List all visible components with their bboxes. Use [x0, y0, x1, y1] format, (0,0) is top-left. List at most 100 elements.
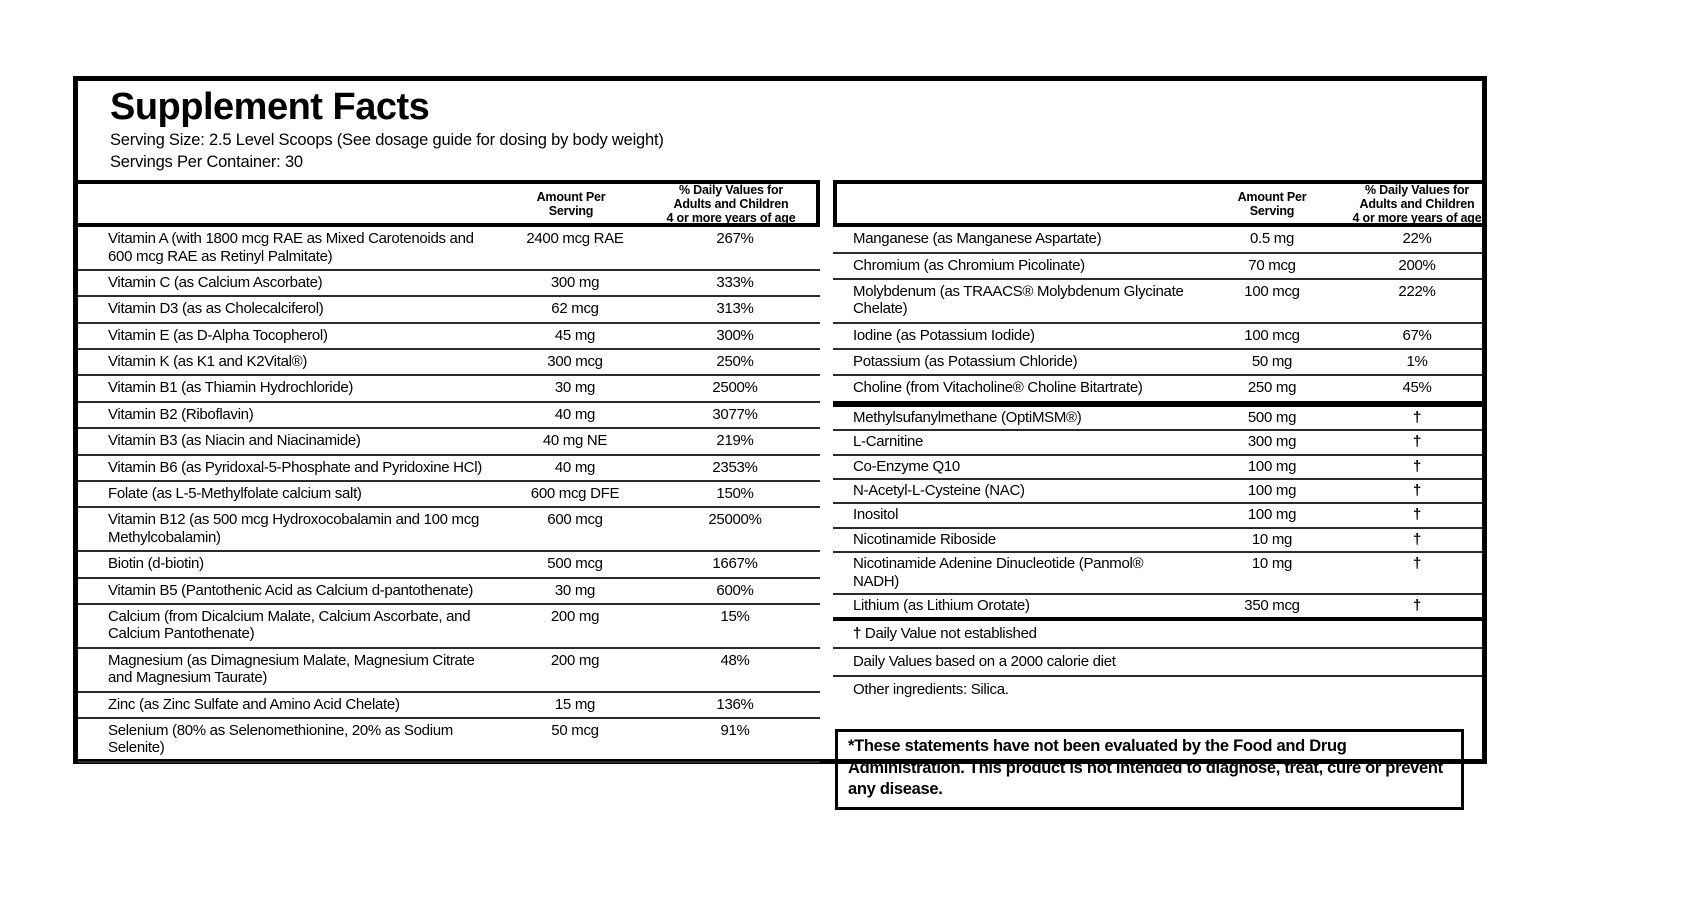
other-ingredients-line: Other ingredients: Silica.: [853, 681, 1009, 699]
ingredient-name: Vitamin A (with 1800 mcg RAE as Mixed Ca…: [108, 230, 474, 265]
ingredient-name: L-Carnitine: [853, 433, 924, 451]
table-row: Vitamin C (as Calcium Ascorbate) 300 mg …: [78, 268, 820, 295]
ingredient-name: Vitamin B1 (as Thiamin Hydrochloride): [108, 379, 354, 397]
daily-value-percent: 67%: [1402, 326, 1432, 344]
footnote-text: Daily Value not established: [864, 625, 1037, 643]
left-table-rows: Vitamin A (with 1800 mcg RAE as Mixed Ca…: [78, 227, 820, 763]
amount-per-serving-value: 62 mcg: [551, 300, 599, 318]
daily-value-percent: 300%: [716, 326, 754, 344]
daily-value-percent: †: [1412, 482, 1422, 500]
amount-per-serving-value: 300 mg: [1247, 433, 1297, 451]
ingredient-name: Vitamin B3 (as Niacin and Niacinamide): [108, 432, 361, 450]
table-row: Vitamin B2 (Riboflavin) 40 mg 3077%: [78, 400, 820, 427]
amount-per-serving-value: 45 mg: [554, 326, 596, 344]
table-row: Vitamin B12 (as 500 mcg Hydroxocobalamin…: [78, 506, 820, 550]
table-row: Vitamin B1 (as Thiamin Hydrochloride) 30…: [78, 374, 820, 400]
right-table-other-compound-rows: Methylsufanylmethane (OptiMSM®) 500 mg †…: [833, 407, 1482, 618]
right-table: Amount Per Serving % Daily Values for Ad…: [833, 180, 1482, 810]
daily-value-percent: 48%: [720, 651, 750, 669]
page-title: Supplement Facts: [110, 86, 430, 128]
amount-per-serving-value: 350 mcg: [1244, 597, 1300, 614]
amount-per-serving-value: 100 mg: [1247, 482, 1297, 500]
daily-value-percent: 91%: [720, 721, 750, 739]
ingredient-name: Vitamin B5 (Pantothenic Acid as Calcium …: [108, 581, 474, 599]
table-row: Lithium (as Lithium Orotate) 350 mcg †: [833, 593, 1482, 617]
table-row: Iodine (as Potassium Iodide) 100 mcg 67%: [833, 321, 1482, 348]
ingredient-name: Vitamin E (as D-Alpha Tocopherol): [108, 326, 328, 344]
section-divider: [833, 617, 1482, 622]
amount-per-serving-value: 500 mg: [1247, 408, 1297, 426]
daily-value-percent: 150%: [716, 485, 754, 503]
amount-per-serving-value: 200 mg: [550, 651, 600, 669]
table-row: Calcium (from Dicalcium Malate, Calcium …: [78, 603, 820, 647]
serving-size-line: Serving Size: 2.5 Level Scoops (See dosa…: [110, 130, 664, 149]
ingredient-name: N-Acetyl-L-Cysteine (NAC): [853, 482, 1025, 500]
right-table-header: Amount Per Serving % Daily Values for Ad…: [833, 180, 1482, 228]
ingredient-name: Vitamin B2 (Riboflavin): [108, 405, 254, 423]
table-row: Zinc (as Zinc Sulfate and Amino Acid Che…: [78, 690, 820, 717]
daily-value-percent: †: [1412, 457, 1422, 475]
amount-per-serving-value: 10 mg: [1251, 530, 1293, 548]
ingredient-name: Nicotinamide Riboside: [853, 530, 996, 548]
right-table-mineral-rows: Manganese (as Manganese Aspartate) 0.5 m…: [833, 227, 1482, 401]
daily-value-percent: †: [1412, 506, 1422, 524]
daily-value-percent: 136%: [716, 695, 754, 713]
amount-per-serving-value: 100 mg: [1247, 457, 1297, 475]
daily-value-percent: †: [1412, 530, 1422, 548]
amount-per-serving-value: 0.5 mg: [1249, 230, 1295, 248]
ingredient-name: Potassium (as Potassium Chloride): [853, 353, 1078, 371]
ingredient-name: Biotin (d-biotin): [108, 555, 204, 573]
daily-value-percent: 200%: [1398, 256, 1436, 274]
daily-value-header: % Daily Values for Adults and Children 4…: [1352, 182, 1482, 225]
footnote-daily-value-not-established: † Daily Value not established: [833, 621, 1482, 650]
dagger-symbol: †: [853, 625, 862, 643]
daily-value-percent: †: [1412, 597, 1422, 614]
footnote-daily-values-basis: Daily Values based on a 2000 calorie die…: [833, 649, 1482, 678]
table-row: Magnesium (as Dimagnesium Malate, Magnes…: [78, 646, 820, 691]
amount-per-serving-header: Amount Per Serving: [536, 189, 606, 218]
table-row: Nicotinamide Adenine Dinucleotide (Panmo…: [833, 551, 1482, 593]
table-row: Biotin (d-biotin) 500 mcg 1667%: [78, 550, 820, 576]
table-row: Vitamin D3 (as as Cholecalciferol) 62 mc…: [78, 295, 820, 321]
ingredient-name: Vitamin K (as K1 and K2Vital®): [108, 353, 308, 371]
ingredient-name: Iodine (as Potassium Iodide): [853, 326, 1035, 344]
table-row: Choline (from Vitacholine® Choline Bitar…: [833, 374, 1482, 400]
ingredient-name: Magnesium (as Dimagnesium Malate, Magnes…: [108, 651, 475, 687]
amount-per-serving-value: 40 mg: [554, 405, 596, 423]
table-row: Methylsufanylmethane (OptiMSM®) 500 mg †: [833, 407, 1482, 429]
table-row: L-Carnitine 300 mg †: [833, 429, 1482, 453]
table-row: Vitamin B5 (Pantothenic Acid as Calcium …: [78, 576, 820, 603]
ingredient-name: Manganese (as Manganese Aspartate): [853, 230, 1102, 248]
ingredient-name: Chromium (as Chromium Picolinate): [853, 256, 1085, 274]
amount-per-serving-header: Amount Per Serving: [1237, 189, 1307, 218]
table-row: Vitamin K (as K1 and K2Vital®) 300 mcg 2…: [78, 348, 820, 374]
daily-value-percent: 600%: [716, 581, 754, 599]
daily-value-percent: 25000%: [708, 511, 762, 529]
header-section: Supplement Facts Serving Size: 2.5 Level…: [78, 81, 1482, 172]
amount-per-serving-value: 40 mg: [554, 458, 596, 476]
table-row: Selenium (80% as Selenomethionine, 20% a…: [78, 716, 820, 761]
daily-value-percent: 15%: [720, 608, 750, 625]
ingredient-name: Molybdenum (as TRAACS® Molybdenum Glycin…: [853, 282, 1184, 318]
amount-per-serving-value: 15 mg: [554, 695, 596, 713]
table-row: Molybdenum (as TRAACS® Molybdenum Glycin…: [833, 277, 1482, 322]
amount-per-serving-value: 70 mcg: [1248, 256, 1296, 274]
daily-value-percent: 219%: [716, 432, 754, 450]
ingredient-name: Folate (as L-5-Methylfolate calcium salt…: [108, 485, 362, 503]
daily-value-percent: 222%: [1398, 282, 1436, 300]
amount-per-serving-value: 300 mg: [550, 273, 600, 291]
daily-value-percent: †: [1412, 555, 1422, 573]
table-row: Manganese (as Manganese Aspartate) 0.5 m…: [833, 227, 1482, 251]
table-row: Co-Enzyme Q10 100 mg †: [833, 453, 1482, 478]
daily-value-percent: 3077%: [712, 405, 758, 423]
table-row: Chromium (as Chromium Picolinate) 70 mcg…: [833, 251, 1482, 278]
daily-value-percent: 313%: [716, 300, 754, 318]
table-row: N-Acetyl-L-Cysteine (NAC) 100 mg †: [833, 478, 1482, 502]
fda-disclaimer-text: *These statements have not been evaluate…: [848, 737, 1443, 799]
amount-per-serving-value: 500 mcg: [547, 555, 603, 573]
amount-per-serving-value: 100 mg: [1247, 506, 1297, 524]
table-row: Vitamin A (with 1800 mcg RAE as Mixed Ca…: [78, 227, 820, 269]
ingredient-name: Co-Enzyme Q10: [853, 457, 960, 475]
table-row: Vitamin B3 (as Niacin and Niacinamide) 4…: [78, 427, 820, 453]
daily-value-percent: 250%: [716, 353, 754, 371]
